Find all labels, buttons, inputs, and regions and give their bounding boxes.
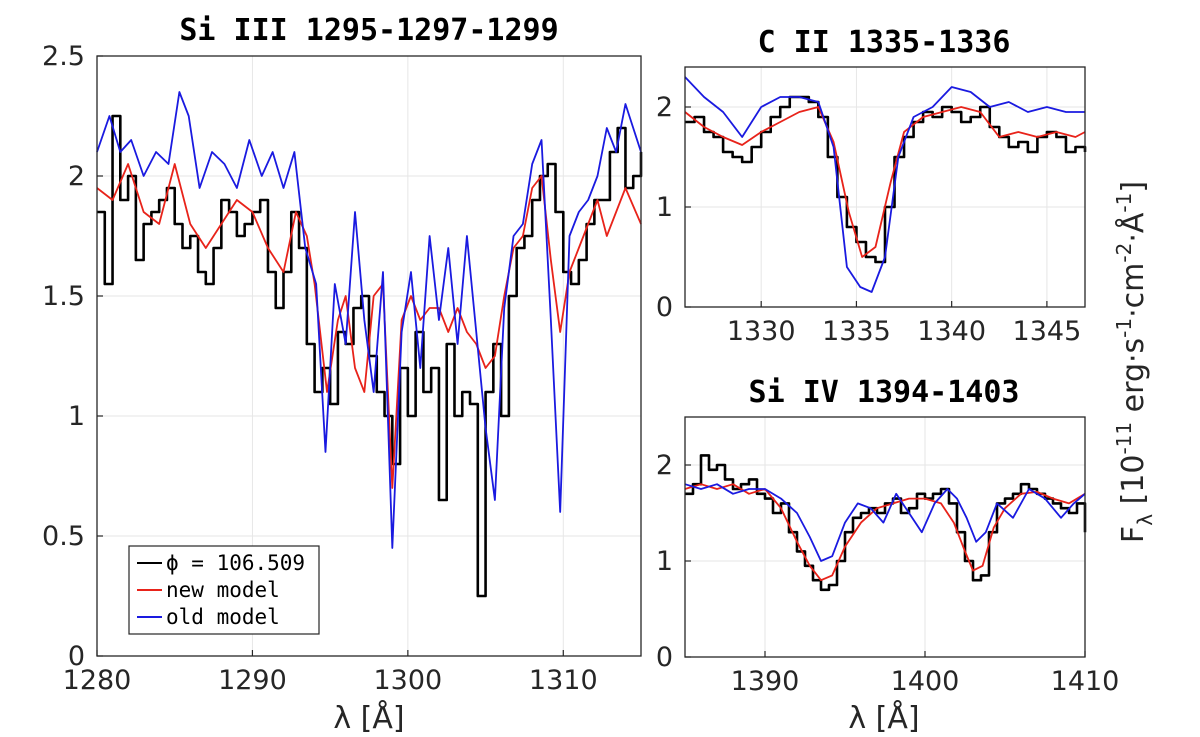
panel-si-iv-xlabel: λ [Å] (848, 700, 919, 736)
panel-si-iv-xtick-label: 1400 (891, 666, 960, 697)
panel-si-iv-old-model-line (684, 483, 1086, 562)
panel-si-iii-ytick-label: 0 (68, 641, 85, 672)
panel-c-ii-xtick-label: 1330 (727, 316, 796, 347)
panel-c-ii-xtick-label: 1340 (917, 316, 986, 347)
panel-si-iii-xtick-label: 1300 (373, 665, 442, 696)
panel-c-ii-axes-box (684, 66, 1086, 308)
panel-c-ii-title: C II 1335-1336 (758, 25, 1011, 60)
panel-si-iii-xtick-label: 1280 (63, 665, 132, 696)
panel-si-iv-xtick-label: 1390 (731, 666, 800, 697)
panel-si-iii-axes-box (96, 55, 642, 657)
legend-label-old-model: old model (166, 605, 280, 629)
legend-label-observed: ϕ = 106.509 (166, 551, 305, 575)
panel-si-iii-ytick-label: 0.5 (42, 521, 85, 552)
legend-label-new-model: new model (166, 578, 280, 602)
panel-si-iv: Si IV 1394-1403 1390 1400 1410 0 1 2 λ [Å] (656, 375, 1120, 736)
panel-si-iv-ytick-label: 2 (656, 450, 673, 481)
panel-si-iii-new-model-line (96, 163, 642, 489)
panel-c-ii-xtick-label: 1335 (822, 316, 891, 347)
panel-si-iii-xtick-label: 1290 (218, 665, 287, 696)
panel-si-iii-xtick-label: 1310 (529, 665, 598, 696)
panel-si-iii-ytick-label: 1 (68, 401, 85, 432)
panel-si-iv-new-model-line (684, 483, 1086, 582)
panel-si-iii-title: Si III 1295-1297-1299 (179, 13, 558, 48)
panel-si-iii-xlabel: λ [Å] (333, 700, 404, 736)
panel-c-ii-xtick-label: 1345 (1013, 316, 1082, 347)
panel-si-iii-ytick-label: 2 (68, 161, 85, 192)
panel-si-iv-observed-spectrum (685, 454, 1087, 592)
panel-si-iv-xtick-label: 1410 (1051, 666, 1120, 697)
right-ylabel-group: Fλ [10-11 erg·s-1·cm-2·Å-1] (1112, 181, 1157, 543)
panel-si-iii-ytick-label: 2.5 (42, 41, 85, 72)
panel-c-ii-old-model-line (684, 76, 1085, 293)
panel-si-iii-observed-spectrum (97, 114, 643, 598)
panel-c-ii-ytick-label: 2 (656, 92, 673, 123)
panel-si-iii-old-model-line (96, 91, 642, 549)
legend-box (128, 545, 320, 635)
panel-c-ii-ytick-label: 0 (656, 292, 673, 323)
panel-c-ii: C II 1335-1336 1330 1335 1340 1345 0 1 2 (656, 25, 1087, 347)
panel-c-ii-observed-spectrum (685, 95, 1087, 264)
panel-si-iv-ytick-label: 0 (656, 642, 673, 673)
panel-si-iii-ytick-label: 1.5 (42, 281, 85, 312)
right-ylabel: Fλ [10-11 erg·s-1·cm-2·Å-1] (1112, 181, 1157, 543)
panel-c-ii-ytick-label: 1 (656, 192, 673, 223)
legend: ϕ = 106.509 new model old model (128, 545, 320, 635)
panel-si-iv-axes-box (684, 416, 1086, 658)
panel-si-iv-ytick-label: 1 (656, 546, 673, 577)
panel-si-iii: Si III 1295-1297-1299 1280 1290 1300 1310 0 0… (42, 13, 643, 736)
panel-si-iv-title: Si IV 1394-1403 (749, 375, 1020, 410)
panel-c-ii-new-model-line (684, 106, 1086, 258)
